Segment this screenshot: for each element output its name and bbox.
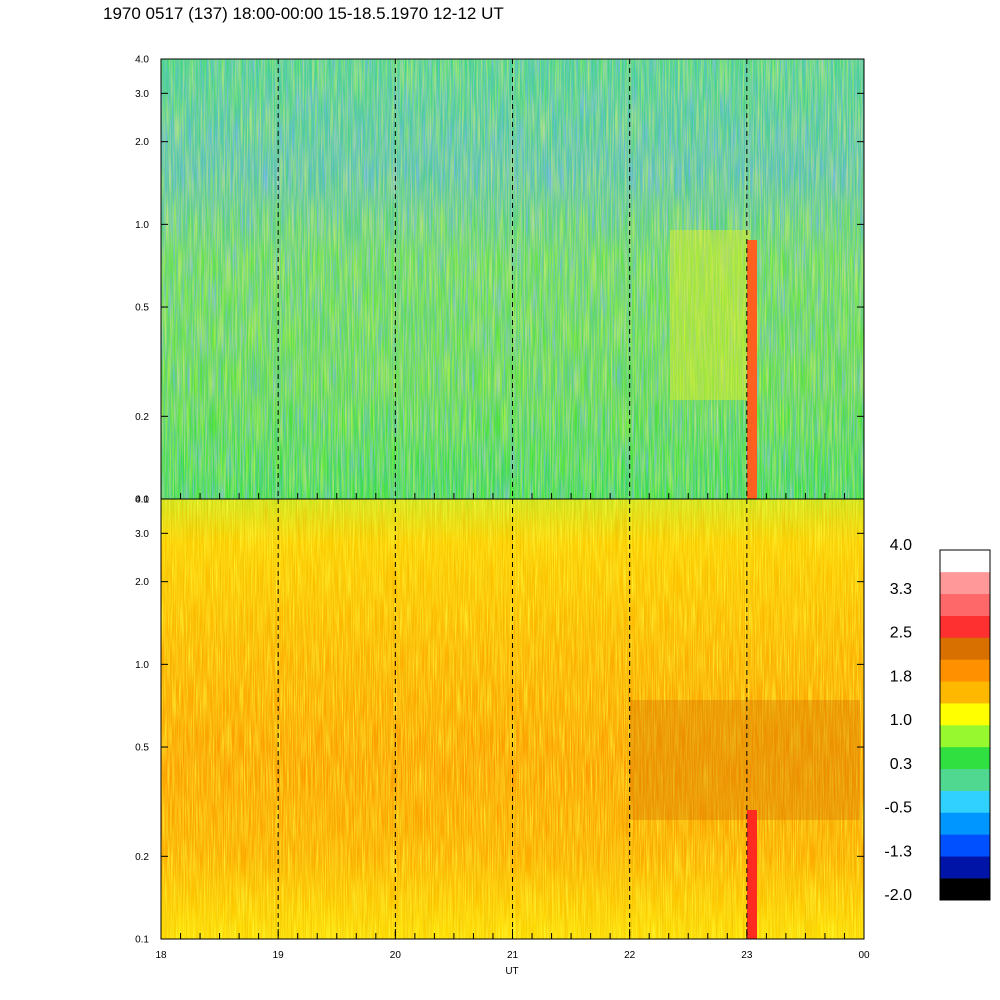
lower-ytick-label-4.0: 4.0: [135, 495, 149, 506]
colorbar: [939, 549, 991, 901]
colorbar-segment: [940, 659, 990, 682]
colorbar-segment: [940, 834, 990, 857]
lower-ytick-label-0.1: 0.1: [135, 935, 149, 946]
colorbar-label: -1.3: [884, 843, 912, 860]
lower-panel-dark-patch: [630, 700, 860, 820]
lower-ytick-label-3.0: 3.0: [135, 529, 149, 540]
colorbar-segment: [940, 725, 990, 748]
xtick-label-18: 18: [155, 950, 167, 961]
colorbar-label: -2.0: [884, 887, 912, 904]
colorbar-label: 1.0: [890, 712, 912, 729]
upper-gridlines: [277, 59, 748, 499]
upper-y-axis: 0.1 0.2 0.5 1.0 2.0 3.0 4.0: [135, 55, 864, 506]
colorbar-frame: [939, 549, 991, 901]
colorbar-segment: [940, 812, 990, 835]
upper-ytick-label-4.0: 4.0: [135, 55, 149, 66]
lower-ytick-label-0.2: 0.2: [135, 852, 149, 863]
colorbar-label: -0.5: [884, 800, 912, 817]
upper-ytick-label-0.2: 0.2: [135, 412, 149, 423]
lower-panel: 0.1 0.2 0.5 1.0 2.0 3.0 4.0: [135, 495, 865, 946]
xtick-label-00: 00: [858, 950, 870, 961]
lower-ytick-label-0.5: 0.5: [135, 743, 149, 754]
upper-panel-red-band: [747, 240, 757, 499]
upper-ytick-label-0.5: 0.5: [135, 303, 149, 314]
upper-ytick-label-2.0: 2.0: [135, 137, 149, 148]
colorbar-segment: [940, 637, 990, 660]
colorbar-segment: [940, 856, 990, 879]
upper-panel: 0.1 0.2 0.5 1.0 2.0 3.0 4.0: [135, 55, 865, 506]
upper-ytick-label-3.0: 3.0: [135, 89, 149, 100]
lower-panel-red-band: [747, 810, 757, 939]
colorbar-segment: [940, 593, 990, 616]
page-title: 1970 0517 (137) 18:00-00:00 15-18.5.1970…: [103, 4, 504, 23]
colorbar-segment: [940, 703, 990, 726]
colorbar-label: 3.3: [890, 581, 912, 598]
upper-panel-yellow-patch: [670, 230, 750, 400]
colorbar-segment: [940, 571, 990, 595]
lower-gridlines: [277, 499, 748, 939]
lower-ytick-label-1.0: 1.0: [135, 660, 149, 671]
colorbar-label: 4.0: [890, 537, 912, 554]
colorbar-label: 1.8: [890, 668, 912, 685]
colorbar-segment: [940, 878, 990, 901]
upper-ytick-label-1.0: 1.0: [135, 220, 149, 231]
colorbar-label: 2.5: [890, 625, 912, 642]
xtick-label-20: 20: [390, 950, 402, 961]
lower-y-axis: 0.1 0.2 0.5 1.0 2.0 3.0 4.0: [135, 495, 864, 946]
colorbar-segment: [940, 550, 990, 573]
x-axis: 18 19 20 21 22 23 00: [155, 929, 870, 961]
xtick-label-19: 19: [273, 950, 285, 961]
colorbar-segment: [940, 681, 990, 704]
upper-ytick-label-0.1: 0.1: [135, 495, 149, 506]
xtick-label-23: 23: [741, 950, 753, 961]
xtick-label-21: 21: [507, 950, 519, 961]
xtick-label-22: 22: [624, 950, 636, 961]
colorbar-segment: [940, 746, 990, 770]
colorbar-segment: [940, 768, 990, 791]
lower-ytick-label-2.0: 2.0: [135, 577, 149, 588]
colorbar-label: 0.3: [890, 756, 912, 773]
colorbar-labels: 4.0 3.3 2.5 1.8 1.0 0.3 -0.5 -1.3 -2.0: [884, 537, 912, 904]
x-axis-label: UT: [505, 966, 518, 977]
colorbar-segment: [940, 790, 990, 813]
colorbar-segment: [940, 615, 990, 638]
